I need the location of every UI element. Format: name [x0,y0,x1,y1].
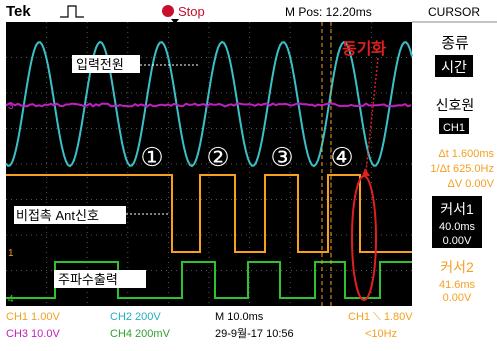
annotation: 입력전원 [76,57,124,72]
menu-title: CURSOR [428,5,480,19]
annotation: 비접촉 Ant신호 [16,208,99,223]
position: M Pos: 12.20ms [285,5,372,19]
trigger: CH1 ⟍ 1.80V [348,311,413,323]
frequency: <10Hz [365,328,397,340]
annotation: 동기화 [342,39,386,58]
page: Tek Stop M Pos: 12.20ms CURSOR 입력전원 비접촉 … [0,0,497,346]
cursor-time: 40.0ms [439,221,476,233]
cursor-label[interactable]: 커서1 [440,201,474,217]
timebase: M 10.0ms [215,311,264,323]
cursor-time: 41.6ms [439,279,476,291]
brand: Tek [6,3,31,20]
cursor-volts: 0.00V [443,292,472,304]
readout: ΔV 0.00V [448,178,495,190]
ch3-scale: CH3 10.0V [6,328,60,340]
readout: Δt 1.600ms [438,148,494,160]
channel-marker: 4 [8,294,14,305]
cursor-volts: 0.00V [443,235,472,247]
ch1-scale: CH1 1.00V [6,311,60,323]
status: Stop [178,4,205,19]
step-marker: ② [206,142,229,172]
oscilloscope-screen: Tek Stop M Pos: 12.20ms CURSOR 입력전원 비접촉 … [0,0,497,346]
ch4-scale: CH4 200mV [110,328,171,340]
cursor-label[interactable]: 커서2 [440,259,474,275]
menu-value[interactable]: 시간 [441,59,467,75]
step-marker: ④ [330,142,353,172]
step-marker: ③ [270,142,293,172]
channel-marker: 3 [8,101,14,112]
annotation: 주파수출력 [58,272,118,287]
menu-value[interactable]: CH1 [443,122,465,134]
menu-label: 종류 [441,35,469,52]
menu-label: 신호원 [436,97,475,113]
channel-marker: 1 [8,248,14,259]
stop-dot [162,5,174,17]
ch2-scale: CH2 200V [110,311,161,323]
date: 29-9월-17 10:56 [215,327,294,340]
step-marker: ① [140,142,163,172]
readout: 1/Δt 625.0Hz [430,163,494,175]
